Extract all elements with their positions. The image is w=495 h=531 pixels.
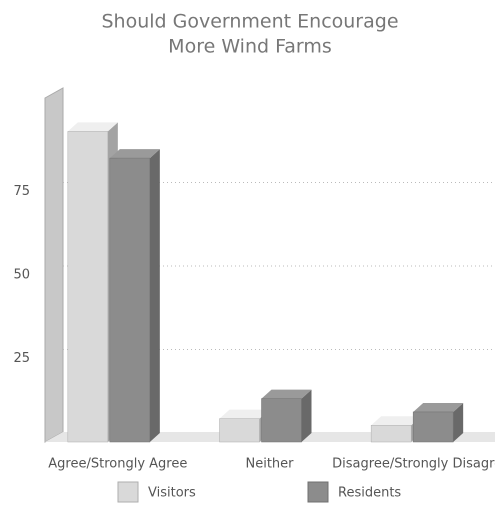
bar	[67, 131, 109, 443]
bar-side	[149, 149, 160, 442]
bar-side	[301, 389, 312, 442]
y-tick-label: 75	[13, 184, 30, 199]
bar	[261, 398, 302, 443]
y-tick-label: 50	[13, 268, 30, 283]
legend-label: Visitors	[148, 486, 196, 501]
chart-title: Should Government Encourage	[101, 11, 398, 33]
bar-side	[453, 402, 464, 442]
bar-top	[219, 409, 270, 419]
bar	[370, 425, 412, 443]
bar-top	[261, 389, 312, 399]
x-tick-label: Neither	[245, 457, 294, 472]
chart-subtitle: More Wind Farms	[168, 36, 332, 58]
legend-swatch	[117, 481, 139, 503]
back-wall	[44, 87, 64, 443]
bar-top	[371, 416, 422, 426]
legend-swatch	[307, 481, 329, 503]
bar-top	[67, 122, 118, 132]
x-tick-label: Disagree/Strongly Disagree	[332, 457, 495, 472]
bar	[109, 157, 151, 443]
bar	[219, 418, 260, 443]
y-tick-label: 25	[13, 351, 30, 366]
bar-top	[413, 402, 464, 412]
bar-top	[109, 149, 160, 159]
bar	[412, 411, 454, 443]
x-tick-label: Agree/Strongly Agree	[48, 457, 187, 472]
legend-label: Residents	[338, 486, 401, 501]
